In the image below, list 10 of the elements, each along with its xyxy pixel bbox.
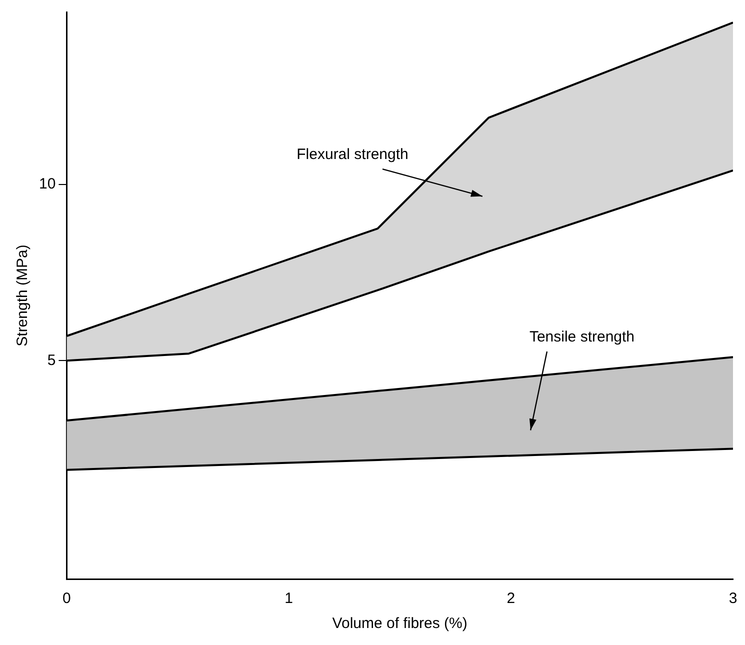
y-tick-label: 10 (38, 176, 56, 193)
x-tick-label: 1 (284, 590, 293, 608)
x-tick-label: 2 (506, 590, 516, 608)
x-tick-label: 3 (728, 590, 738, 608)
y-tick-label: 5 (47, 352, 56, 369)
x-axis-title: Volume of fibres (%) (332, 615, 468, 632)
annotation: Tensile strength (529, 328, 635, 346)
annotation: Flexural strength (296, 146, 408, 164)
y-axis-title: Strength (MPa) (14, 244, 32, 346)
x-tick-label: 0 (62, 590, 71, 608)
